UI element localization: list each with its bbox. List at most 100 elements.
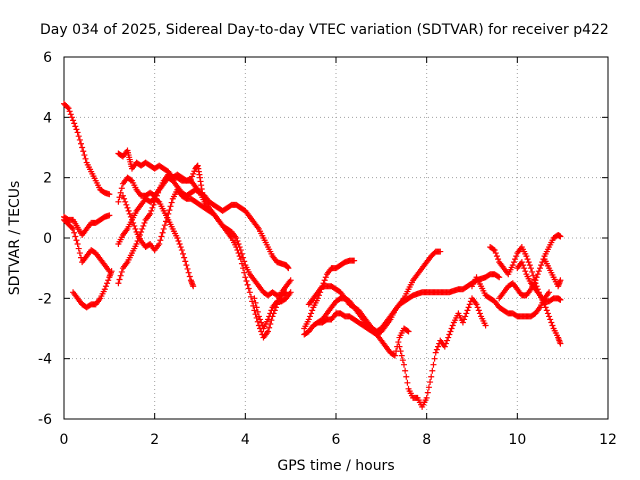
data-point-marker <box>492 250 499 257</box>
data-point-marker <box>268 317 275 324</box>
data-point-marker <box>156 241 163 248</box>
data-point-marker <box>395 339 402 346</box>
data-point-marker <box>543 307 550 314</box>
data-point-marker <box>268 307 275 314</box>
data-point-marker <box>444 337 451 344</box>
data-point-marker <box>186 273 193 280</box>
series-sat-b <box>61 212 113 238</box>
data-point-marker <box>546 289 553 296</box>
data-point-marker <box>66 108 73 115</box>
data-point-marker <box>539 259 546 266</box>
data-point-marker <box>149 204 156 211</box>
data-point-marker <box>78 140 84 147</box>
data-point-marker <box>548 319 555 326</box>
data-point-marker <box>115 280 122 287</box>
data-point-marker <box>537 265 543 272</box>
data-point-marker <box>152 195 159 202</box>
data-point-marker <box>466 301 473 308</box>
data-point-marker <box>183 262 190 269</box>
data-point-marker <box>449 322 456 329</box>
data-point-marker <box>287 289 294 296</box>
data-point-marker <box>106 191 113 198</box>
data-point-marker <box>181 254 188 261</box>
data-point-marker <box>257 316 264 323</box>
data-point-marker <box>163 218 169 225</box>
data-point-marker <box>101 286 108 293</box>
data-point-marker <box>116 276 123 283</box>
data-point-marker <box>79 144 86 151</box>
data-point-marker <box>390 351 397 358</box>
data-point-marker <box>147 210 154 217</box>
data-point-marker <box>175 238 182 245</box>
data-point-marker <box>433 346 440 353</box>
data-point-marker <box>402 367 409 374</box>
data-point-marker <box>476 310 483 317</box>
data-point-marker <box>240 265 247 272</box>
data-point-marker <box>529 268 536 275</box>
data-point-marker <box>473 301 480 308</box>
data-point-marker <box>81 152 88 159</box>
x-axis-label: GPS time / hours <box>277 458 394 474</box>
data-point-marker <box>513 253 520 260</box>
data-point-marker <box>491 247 498 254</box>
data-point-marker <box>447 328 454 335</box>
data-point-marker <box>464 307 471 314</box>
data-point-marker <box>266 324 273 331</box>
series-sat-p <box>469 274 553 320</box>
data-point-marker <box>495 256 502 263</box>
data-point-marker <box>68 114 75 121</box>
data-point-marker <box>131 222 138 229</box>
data-point-marker <box>557 233 564 240</box>
data-point-marker <box>445 334 452 341</box>
data-point-marker <box>557 340 564 347</box>
y-tick-label: -2 <box>38 291 52 307</box>
data-point-marker <box>75 245 82 252</box>
data-point-marker <box>391 352 398 359</box>
data-point-marker <box>405 328 412 335</box>
data-point-marker <box>459 319 466 326</box>
data-point-marker <box>116 194 123 201</box>
data-point-marker <box>71 229 78 236</box>
y-axis-label: SDTVAR / TECUs <box>7 181 23 296</box>
data-point-marker <box>251 307 258 314</box>
data-point-marker <box>430 361 437 368</box>
y-tick-label: 6 <box>43 50 52 66</box>
data-point-marker <box>397 348 404 355</box>
data-point-marker <box>399 357 406 364</box>
data-point-marker <box>547 316 554 323</box>
data-point-marker <box>398 352 405 359</box>
data-point-marker <box>461 316 468 323</box>
data-point-marker <box>133 241 140 248</box>
data-point-marker <box>73 237 80 244</box>
data-point-marker <box>267 310 274 317</box>
data-point-marker <box>404 327 411 334</box>
x-tick-label: 6 <box>332 432 341 448</box>
data-point-marker <box>428 373 435 380</box>
data-point-marker <box>521 265 528 272</box>
data-point-marker <box>178 247 185 254</box>
series-sat-k <box>301 257 358 332</box>
data-point-marker <box>432 349 439 356</box>
data-point-marker <box>465 304 472 311</box>
data-point-marker <box>168 199 175 206</box>
data-point-marker <box>150 201 157 208</box>
data-point-marker <box>141 219 148 226</box>
data-point-marker <box>80 148 87 155</box>
data-point-marker <box>306 313 313 320</box>
data-point-marker <box>251 295 258 302</box>
data-point-marker <box>155 189 162 196</box>
data-point-marker <box>167 203 174 210</box>
data-point-marker <box>474 304 481 311</box>
data-point-marker <box>108 268 115 275</box>
data-point-marker <box>533 274 540 281</box>
series-sat-i <box>119 186 294 341</box>
data-point-marker <box>73 126 80 133</box>
data-point-marker <box>245 285 252 292</box>
series-sat-n <box>314 248 444 335</box>
data-point-marker <box>248 293 254 300</box>
data-point-marker <box>106 212 113 219</box>
axis-tick-labels: 0 2 4 6 8 10 12 -6 -4 -2 0 2 4 6 <box>38 50 617 448</box>
y-tick-label: 4 <box>43 110 52 126</box>
data-point-marker <box>76 250 83 257</box>
data-point-marker <box>129 216 135 223</box>
